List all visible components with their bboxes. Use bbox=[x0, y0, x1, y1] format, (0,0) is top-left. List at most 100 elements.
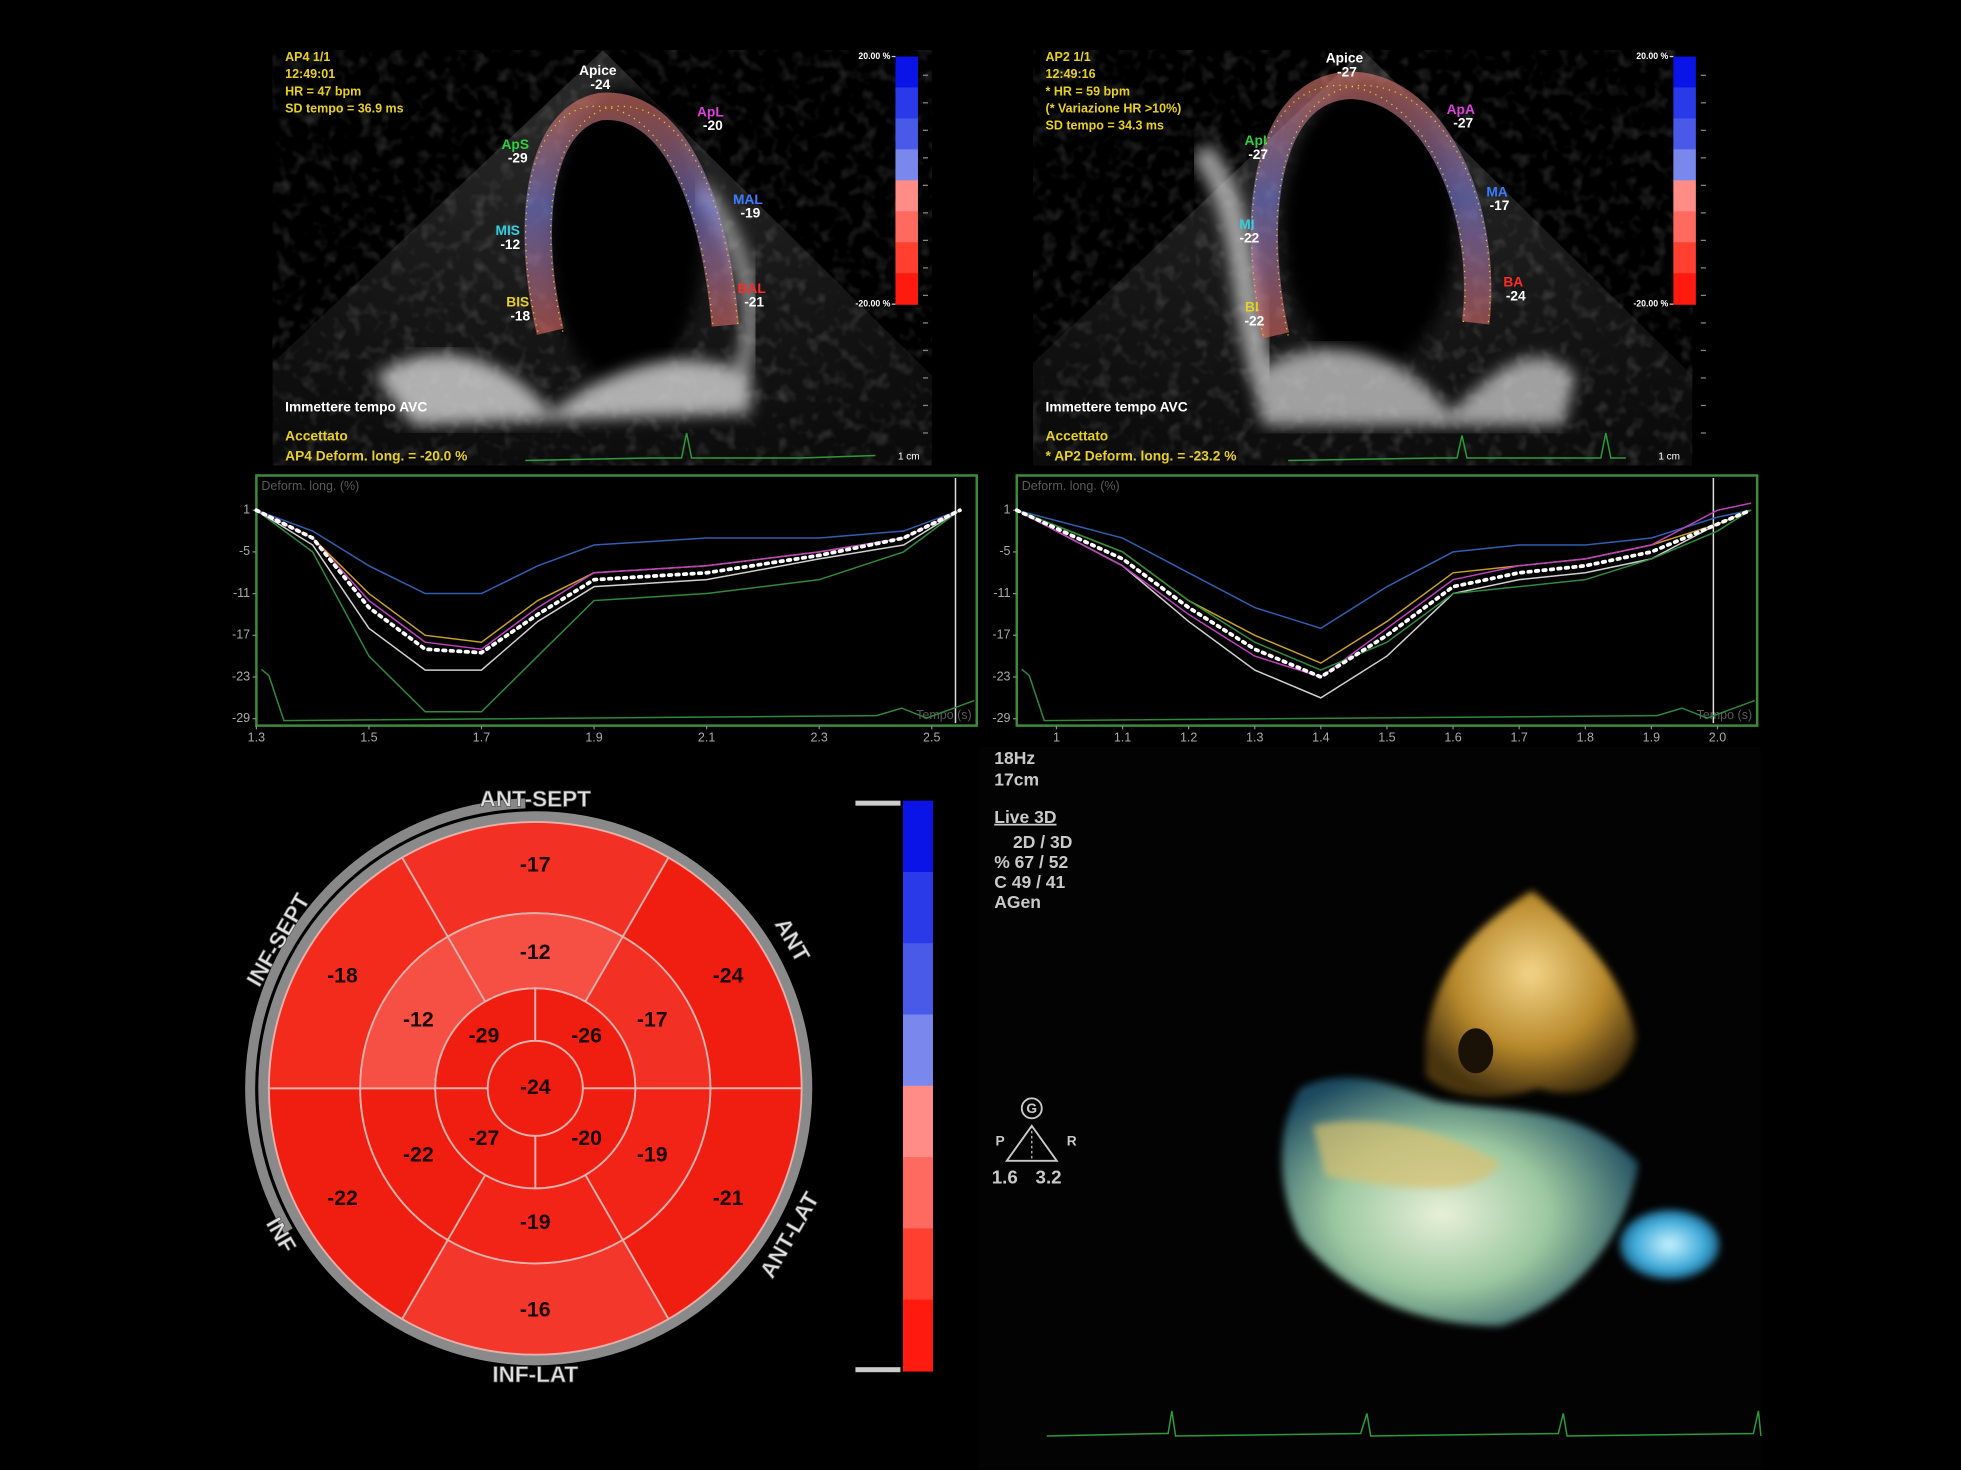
y-tick-label: -23 bbox=[992, 669, 1010, 683]
segment-value: -17 bbox=[520, 852, 551, 876]
y-tick-label: -29 bbox=[232, 711, 250, 725]
frame-rate: 18Hz bbox=[994, 748, 1035, 768]
segment-name: ApS bbox=[502, 137, 529, 152]
colorbar-band bbox=[1673, 118, 1696, 151]
segment-name: MIS bbox=[496, 223, 520, 238]
segment-value: -22 bbox=[403, 1142, 434, 1166]
strain-curve bbox=[1016, 509, 1752, 630]
segment-name: BA bbox=[1503, 275, 1523, 290]
segment-value: -24 bbox=[713, 964, 744, 988]
segment-value: -18 bbox=[327, 964, 358, 988]
x-tick-label: 1.4 bbox=[1312, 730, 1329, 744]
y-tick-label: 1 bbox=[1004, 503, 1011, 517]
param: C 49 / 41 bbox=[994, 872, 1065, 892]
colorbar-band bbox=[1673, 242, 1696, 274]
colorbar-band bbox=[1673, 149, 1696, 181]
plot-area bbox=[1015, 474, 1759, 727]
x-tick-label: 1.7 bbox=[1510, 730, 1527, 744]
colorbar-band bbox=[1673, 273, 1696, 305]
orientation-value: 3.2 bbox=[1036, 1166, 1062, 1187]
status: Accettato bbox=[1046, 428, 1109, 443]
colorbar-band bbox=[895, 118, 918, 151]
param: % 67 / 52 bbox=[994, 852, 1068, 872]
colorbar-band bbox=[902, 943, 933, 1016]
segment-value: -24 bbox=[590, 77, 610, 92]
y-tick-label: -5 bbox=[999, 544, 1010, 558]
segment-value: -12 bbox=[500, 237, 520, 252]
x-tick-label: 1.9 bbox=[1643, 730, 1660, 744]
strain-curve bbox=[1016, 502, 1752, 678]
segment-name: ApA bbox=[1447, 102, 1475, 117]
status: Accettato bbox=[285, 428, 348, 443]
colorbar-label: 20.00 % bbox=[858, 51, 890, 61]
strain-curve bbox=[255, 509, 961, 650]
x-tick-label: 1.8 bbox=[1577, 730, 1594, 744]
info-line: 12:49:16 bbox=[1046, 67, 1096, 81]
segment-value: -22 bbox=[327, 1186, 358, 1210]
colorbar-band bbox=[895, 273, 918, 305]
info-line: AP2 1/1 bbox=[1046, 50, 1091, 64]
strain-curve bbox=[1016, 509, 1752, 699]
colorbar-cap bbox=[855, 800, 901, 806]
y-axis-label: Deform. long. (%) bbox=[1022, 479, 1120, 493]
depth-mark: 1 cm bbox=[1658, 451, 1680, 462]
x-tick-label: 1.1 bbox=[1114, 730, 1131, 744]
info-line: (* Variazione HR >10%) bbox=[1046, 101, 1182, 115]
segment-value: -20 bbox=[571, 1126, 602, 1150]
segment-value: -24 bbox=[1506, 288, 1526, 303]
colorbar-band bbox=[895, 56, 918, 89]
y-tick-label: -11 bbox=[233, 586, 250, 600]
info-line: SD tempo = 34.3 ms bbox=[1046, 119, 1164, 133]
segment-value: -27 bbox=[1248, 147, 1268, 162]
colorbar-band bbox=[1673, 56, 1696, 89]
x-axis-label: Tempo (s) bbox=[1697, 708, 1753, 722]
orientation-value: 1.6 bbox=[992, 1166, 1018, 1187]
y-tick-label: -17 bbox=[232, 628, 250, 642]
segment-value: -27 bbox=[1453, 116, 1473, 131]
segment-name: ApI bbox=[1245, 133, 1267, 148]
colorbar-band bbox=[895, 180, 918, 212]
y-tick-label: -29 bbox=[992, 711, 1010, 725]
colorbar-band bbox=[902, 871, 933, 944]
colorbar-band bbox=[1673, 180, 1696, 212]
segment-value: -17 bbox=[1490, 198, 1510, 213]
y-tick-label: -11 bbox=[993, 586, 1010, 600]
segment-name: Apice bbox=[1326, 51, 1364, 66]
colorbar-band bbox=[902, 1157, 933, 1230]
segment-name: ApL bbox=[697, 104, 724, 119]
colorbar-band bbox=[895, 242, 918, 274]
bullseye-segment bbox=[486, 1039, 584, 1137]
y-tick-label: 1 bbox=[243, 503, 250, 517]
info-line: HR = 47 bpm bbox=[285, 84, 361, 98]
segment-name: MI bbox=[1239, 217, 1254, 232]
x-tick-label: 1.3 bbox=[248, 730, 265, 744]
echo-image-right bbox=[1033, 50, 1693, 466]
depth: 17cm bbox=[994, 769, 1039, 789]
colorbar-band bbox=[902, 1299, 933, 1372]
ecg-trace bbox=[260, 668, 975, 722]
plot-area bbox=[255, 474, 978, 727]
x-tick-label: 1.9 bbox=[585, 730, 602, 744]
info-line: AP4 1/1 bbox=[285, 50, 330, 64]
segment-value: -12 bbox=[403, 1007, 434, 1031]
colorbar-band bbox=[902, 1014, 933, 1087]
info-line: SD tempo = 36.9 ms bbox=[285, 101, 403, 115]
colorbar-band bbox=[895, 87, 918, 120]
x-tick-label: 2.1 bbox=[698, 730, 715, 744]
segment-value: -20 bbox=[703, 118, 723, 133]
x-tick-label: 1 bbox=[1053, 730, 1060, 744]
segment-value: -12 bbox=[520, 940, 551, 964]
x-tick-label: 1.3 bbox=[1246, 730, 1263, 744]
segment-value: -19 bbox=[520, 1210, 551, 1234]
wall-label: ANT-SEPT bbox=[480, 787, 592, 812]
wall-label: INF-LAT bbox=[492, 1362, 578, 1387]
x-axis-label: Tempo (s) bbox=[916, 708, 972, 722]
result: * AP2 Deform. long. = -23.2 % bbox=[1046, 448, 1237, 463]
segment-name: BI bbox=[1245, 300, 1259, 315]
segment-value: -18 bbox=[510, 308, 530, 323]
prompt: Immettere tempo AVC bbox=[1046, 400, 1188, 415]
x-tick-label: 2.3 bbox=[810, 730, 827, 744]
colorbar-band bbox=[895, 211, 918, 243]
y-tick-label: -5 bbox=[239, 544, 250, 558]
x-tick-label: 2.5 bbox=[923, 730, 940, 744]
